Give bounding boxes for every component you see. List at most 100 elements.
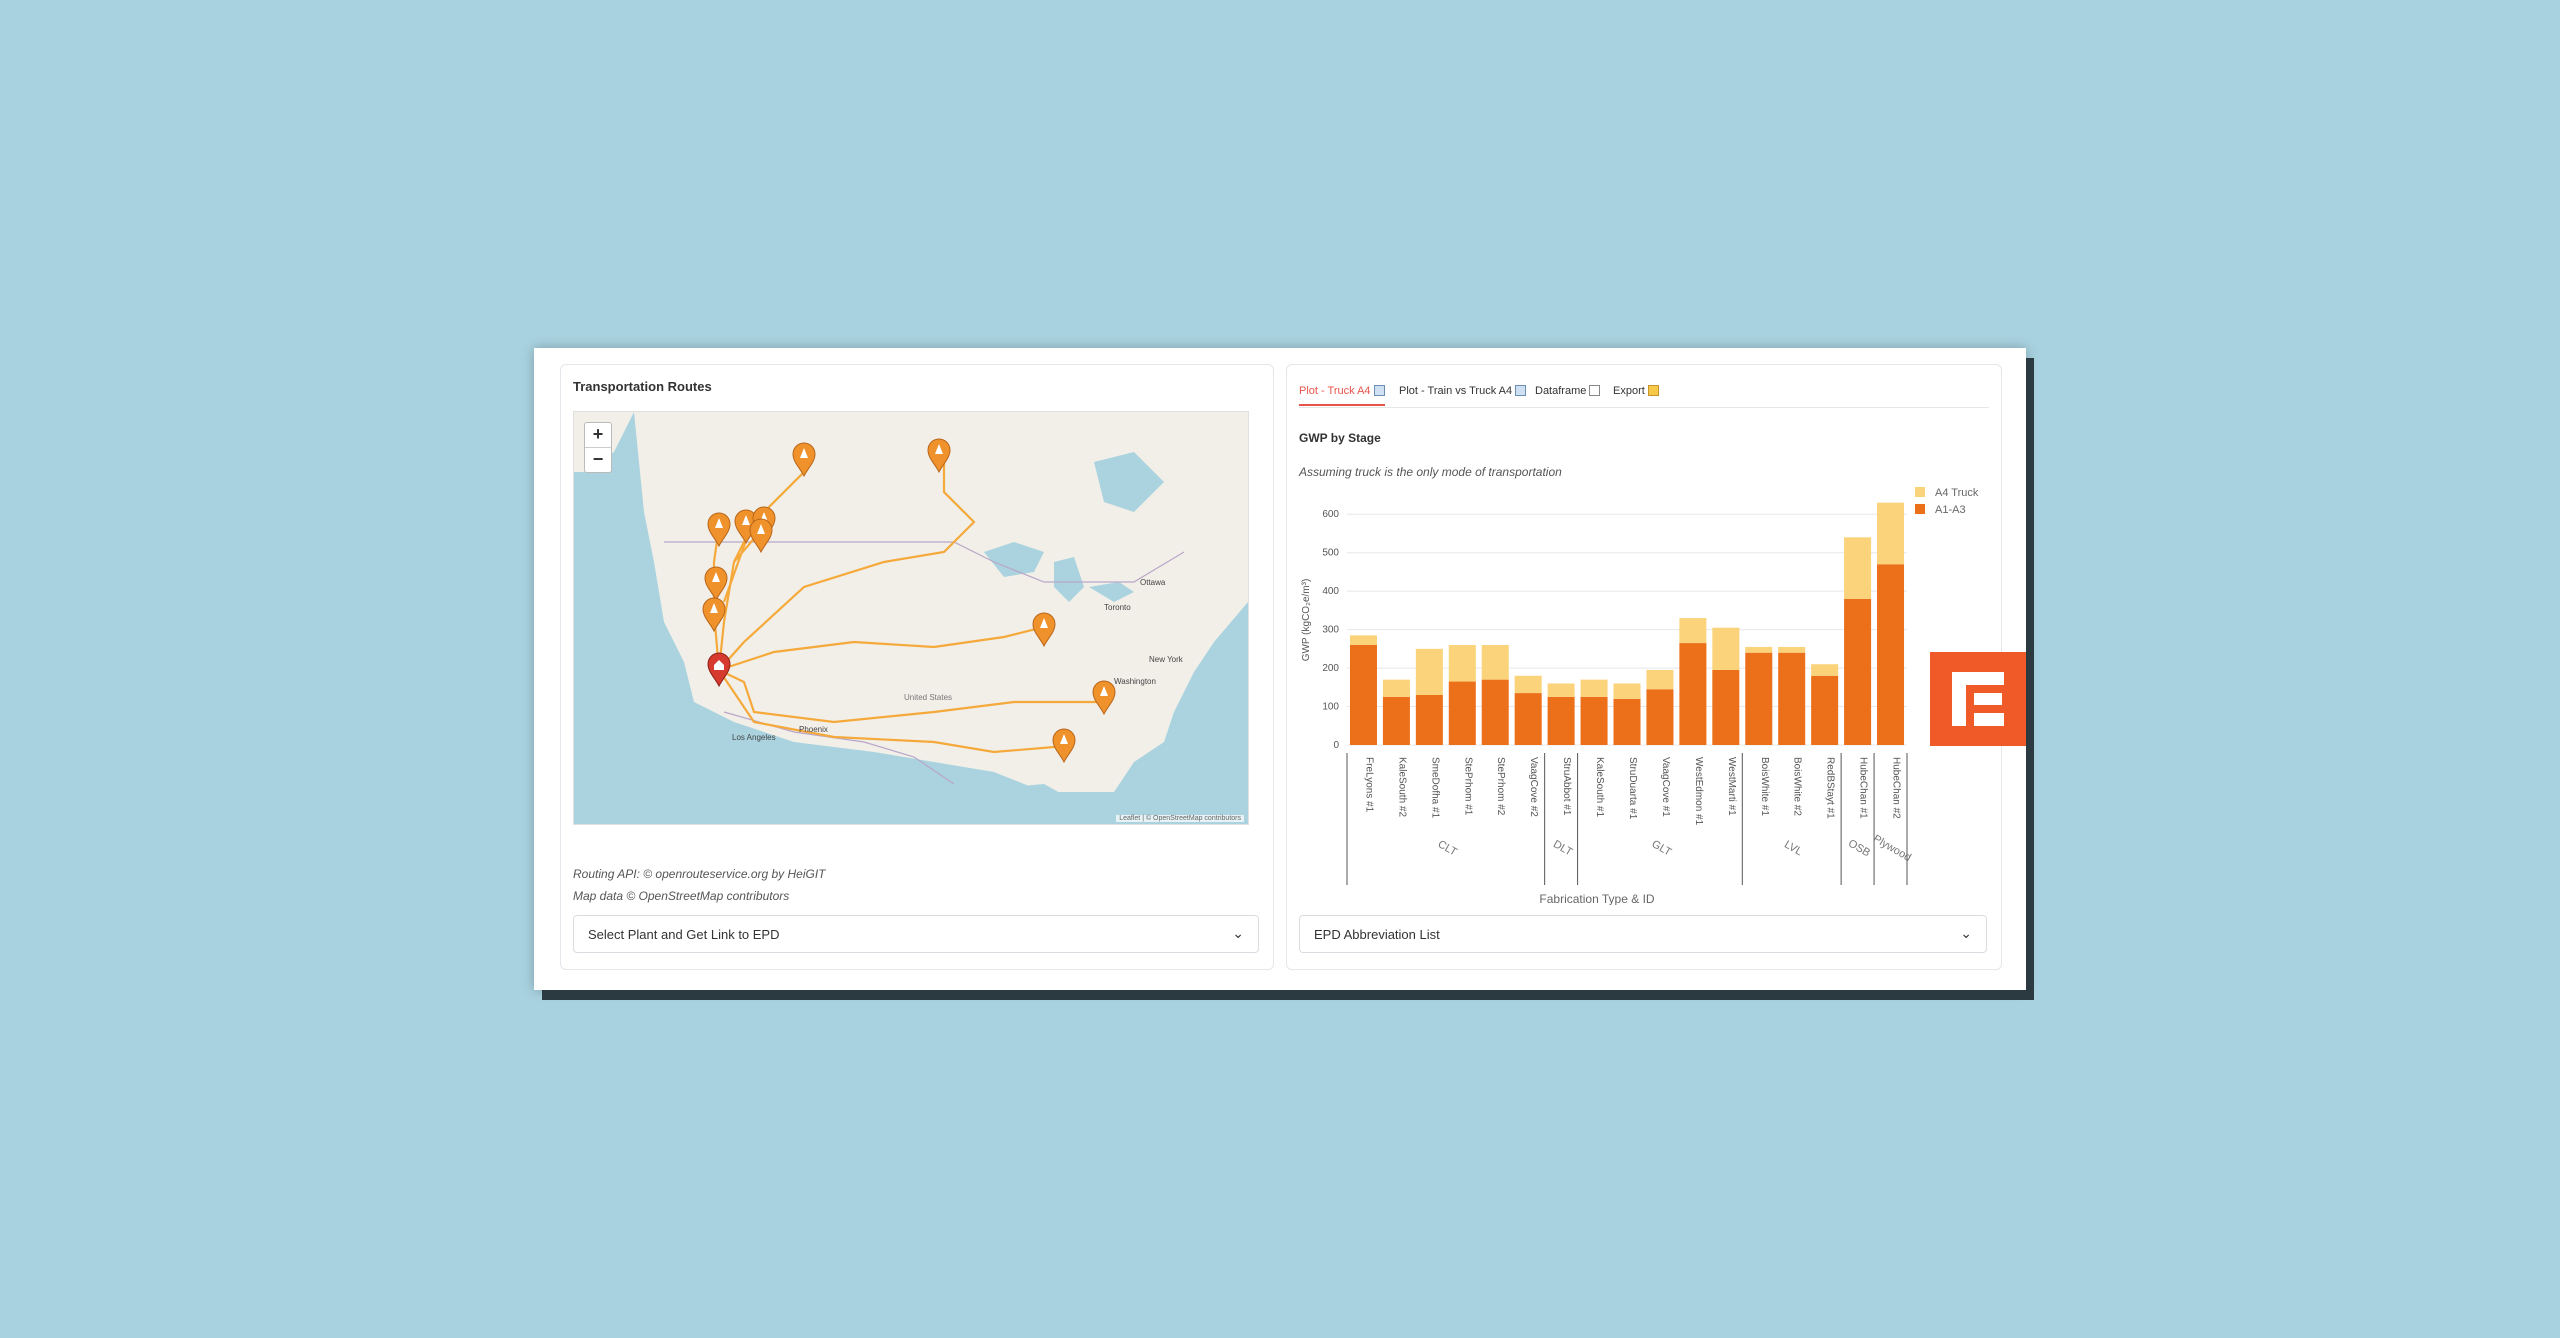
bar-a1-a3[interactable] [1844,598,1872,745]
bar-a1-a3[interactable] [1382,696,1410,745]
chevron-down-icon: ⌄ [1960,925,1972,941]
plant-marker-icon[interactable] [702,597,726,633]
tab-plot-train-vs-truck[interactable]: Plot - Train vs Truck A4 [1399,385,1527,397]
transportation-panel: Transportation Routes [560,364,1274,970]
bar-a1-a3[interactable] [1877,564,1905,745]
folder-icon [1647,385,1659,396]
bar-chart-icon [1373,385,1385,396]
route-map[interactable]: Ottawa Toronto New York Washington Unite… [573,411,1249,825]
tab-dataframe[interactable]: Dataframe [1535,385,1601,397]
bar-a4-truck[interactable] [1811,664,1839,676]
plant-select[interactable]: Select Plant and Get Link to EPD ⌄ [573,915,1259,953]
bar-a1-a3[interactable] [1646,689,1674,745]
tab-plot-truck[interactable]: Plot - Truck A4 [1299,385,1385,397]
x-tick-label: StePrhom #1 [1462,757,1473,816]
bar-a4-truck[interactable] [1349,635,1377,645]
map-label-new-york: New York [1149,655,1184,664]
map-canvas: Ottawa Toronto New York Washington Unite… [574,412,1248,824]
bar-a4-truck[interactable] [1514,675,1542,694]
x-tick-label: KaleSouth #1 [1594,757,1605,817]
home-marker-icon[interactable] [707,652,731,688]
bar-a1-a3[interactable] [1811,675,1839,745]
plant-select-label: Select Plant and Get Link to EPD [588,927,780,942]
legend-swatch [1915,504,1925,514]
bar-a4-truck[interactable] [1745,646,1773,653]
tab-label: Export [1613,385,1645,397]
routing-credit: Routing API: © openrouteservice.org by H… [573,867,826,881]
bar-a1-a3[interactable] [1778,652,1806,745]
bar-a1-a3[interactable] [1712,670,1740,745]
dashboard-card: Transportation Routes [534,348,2026,990]
x-tick-label: StruAbbot #1 [1561,757,1572,816]
bar-a1-a3[interactable] [1580,696,1608,745]
legend-label[interactable]: A4 Truck [1935,487,1979,499]
bar-chart-icon [1515,385,1527,396]
group-label: LVL [1782,839,1804,859]
bar-a1-a3[interactable] [1349,645,1377,745]
tab-export[interactable]: Export [1613,385,1659,397]
zoom-control: + − [584,422,612,473]
bar-a4-truck[interactable] [1778,646,1806,653]
bar-a4-truck[interactable] [1712,627,1740,670]
brand-logo [1930,652,2026,746]
chart-subheading: GWP by Stage [1299,431,1381,445]
gwp-chart: 0 100 200 300 400 500 600 GWP (kgCO₂e/m³) FreLyo… [1301,487,1979,905]
plant-marker-icon[interactable] [707,512,731,548]
bar-a4-truck[interactable] [1547,683,1575,697]
y-tick-label: 0 [1333,740,1339,751]
map-label-ottawa: Ottawa [1140,578,1166,587]
bar-a1-a3[interactable] [1481,679,1509,745]
bar-a4-truck[interactable] [1679,618,1707,644]
plant-marker-icon[interactable] [704,566,728,602]
x-tick-label: WestMarti #1 [1726,757,1737,816]
x-tick-label: FreLyons #1 [1363,757,1374,813]
map-label-washington: Washington [1114,677,1156,686]
bar-a4-truck[interactable] [1448,645,1476,682]
document-icon [1589,385,1601,396]
map-label-toronto: Toronto [1104,603,1131,612]
x-tick-label: HubeChan #1 [1858,757,1869,819]
tab-bar: Plot - Truck A4 Plot - Train vs Truck A4… [1299,379,1989,408]
bar-a1-a3[interactable] [1514,693,1542,745]
bar-a1-a3[interactable] [1547,696,1575,745]
bar-a4-truck[interactable] [1613,683,1641,699]
chevron-down-icon: ⌄ [1232,925,1244,941]
x-axis-label: Fabrication Type & ID [1539,892,1655,905]
bar-a4-truck[interactable] [1877,502,1905,565]
legend-label[interactable]: A1-A3 [1935,504,1966,516]
tab-label: Dataframe [1535,385,1587,397]
bar-a1-a3[interactable] [1415,695,1443,745]
bar-a4-truck[interactable] [1646,670,1674,690]
legend-swatch [1915,487,1925,497]
y-tick-label: 200 [1322,663,1339,674]
map-label-phoenix: Phoenix [799,725,828,734]
bar-a4-truck[interactable] [1580,679,1608,697]
plant-marker-icon[interactable] [927,438,951,474]
tab-label: Plot - Truck A4 [1299,385,1371,397]
plant-marker-icon[interactable] [1052,728,1076,764]
plant-marker-icon[interactable] [749,518,773,554]
epd-abbreviation-select[interactable]: EPD Abbreviation List ⌄ [1299,915,1987,953]
bar-a1-a3[interactable] [1679,643,1707,745]
x-tick-label: BoisWhite #2 [1792,757,1803,816]
bar-a1-a3[interactable] [1448,681,1476,745]
zoom-out-button[interactable]: − [585,447,611,472]
plant-marker-icon[interactable] [1092,680,1116,716]
x-tick-label: SmeDofha #1 [1429,757,1440,819]
bar-a4-truck[interactable] [1415,648,1443,695]
bar-a1-a3[interactable] [1745,652,1773,745]
bar-a4-truck[interactable] [1481,645,1509,680]
zoom-in-button[interactable]: + [592,424,604,444]
gwp-panel: Plot - Truck A4 Plot - Train vs Truck A4… [1286,364,2002,970]
bar-a4-truck[interactable] [1844,537,1872,599]
y-tick-label: 500 [1322,548,1339,559]
y-tick-label: 100 [1322,702,1339,713]
plant-marker-icon[interactable] [792,442,816,478]
x-tick-label: StruDuarta #1 [1627,757,1638,820]
chart-note: Assuming truck is the only mode of trans… [1299,465,1562,479]
plant-marker-icon[interactable] [1032,612,1056,648]
x-tick-label: WestEdmon #1 [1693,757,1704,826]
group-label: OSB [1846,837,1872,859]
bar-a1-a3[interactable] [1613,698,1641,745]
bar-a4-truck[interactable] [1382,679,1410,697]
